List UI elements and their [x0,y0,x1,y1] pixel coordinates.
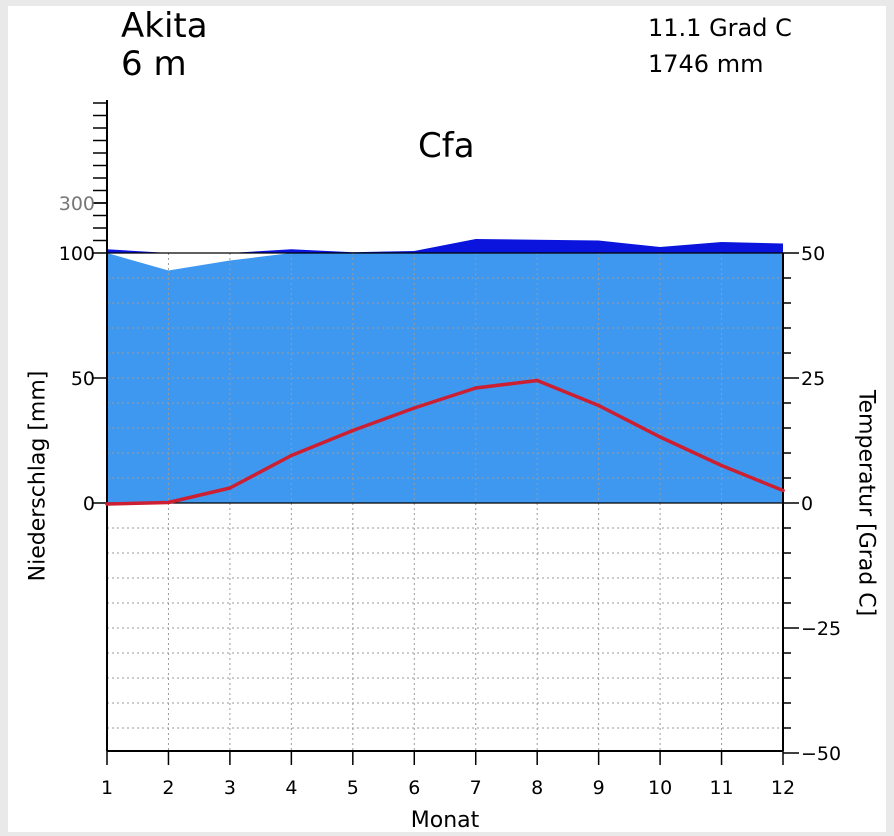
temperature-point [535,378,539,383]
x-axis-label: Monat [410,808,480,833]
station-name: Akita [121,6,208,46]
temperature-point [105,502,109,506]
x-tick-label: 11 [709,777,733,799]
temperature-point [412,406,417,410]
left-tick-label: 50 [71,368,95,390]
temperature-point [289,453,294,458]
temperature-layer [105,378,785,506]
right-tick-label: 50 [801,243,825,265]
left-tick-label: 100 [59,243,95,265]
temperature-point [596,403,601,408]
x-tick-label: 4 [285,777,297,799]
right-tick-label: −25 [801,618,841,640]
right-tick-label: −50 [801,743,841,765]
temperature-point [228,486,232,490]
x-tick-label: 10 [648,777,672,799]
x-tick-label: 12 [771,777,795,799]
x-tick-label: 6 [408,777,420,799]
x-tick-label: 1 [101,777,113,799]
right-tick-label: 0 [801,493,813,515]
temperature-point [781,488,785,493]
left-tick-label: 300 [59,193,95,215]
x-tick-label: 5 [347,777,359,799]
temperature-line [106,378,784,506]
temperature-point [166,500,171,505]
x-tick-label: 3 [224,777,236,799]
precipitation-area [107,253,783,503]
annual-mean-temperature: 11.1 Grad C [648,14,792,42]
x-tick-label: 7 [470,777,482,799]
temperature-point [473,386,478,390]
x-tick-label: 9 [593,777,605,799]
climate-classification: Cfa [418,126,475,166]
annual-precipitation: 1746 mm [648,50,764,78]
left-tick-label: 0 [83,493,95,515]
x-tick-label: 8 [531,777,543,799]
precipitation-excess-area [107,239,783,253]
grid-layer [107,253,783,751]
temperature-point [351,428,355,433]
station-altitude: 6 m [121,44,187,84]
right-tick-label: 25 [801,368,825,390]
fill-layer [107,239,783,503]
x-tick-label: 2 [162,777,174,799]
temperature-point [658,435,662,439]
temperature-point [719,463,724,468]
